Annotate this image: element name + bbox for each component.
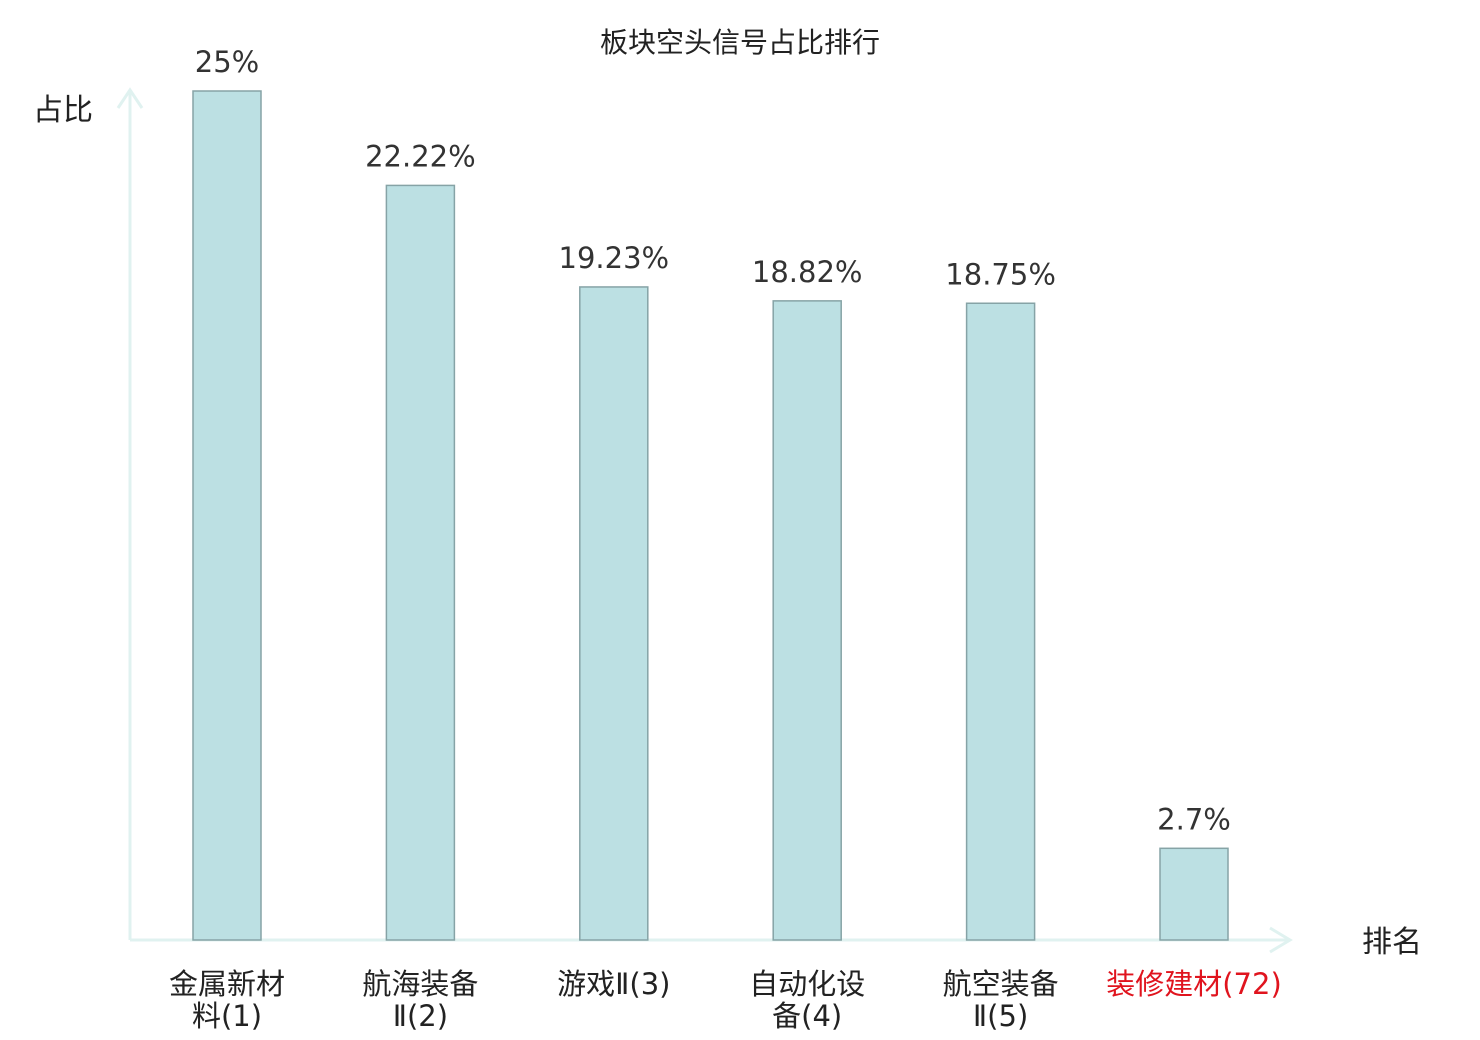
bar-value-label-3: 19.23% — [559, 241, 670, 275]
bar-6 — [1159, 847, 1229, 941]
x-axis — [130, 926, 1293, 954]
x-axis-arrow — [1269, 926, 1293, 954]
bar-5 — [965, 302, 1036, 941]
bar-value-label-2: 22.22% — [365, 139, 476, 173]
category-label-4-line-2: 备(4) — [772, 999, 842, 1033]
bar-1 — [192, 90, 262, 941]
bar-3 — [579, 286, 649, 941]
category-label-5-line-2: Ⅱ(5) — [973, 999, 1028, 1033]
y-axis-title: 占比 — [33, 93, 93, 128]
bar-4 — [772, 300, 842, 941]
value-labels-group: 25% 22.22% 19.23% 18.82% 18.75% 2.7% — [195, 45, 1231, 836]
category-label-4-line-1: 自动化设 — [749, 967, 865, 1001]
category-label-1-line-2: 料(1) — [192, 999, 262, 1033]
y-axis — [116, 87, 144, 940]
category-label-5-line-1: 航空装备 — [943, 967, 1059, 1001]
bar-value-label-4: 18.82% — [752, 255, 863, 289]
chart-title: 板块空头信号占比排行 — [600, 26, 880, 59]
category-label-6: 装修建材(72) — [1106, 967, 1282, 1001]
x-axis-title: 排名 — [1362, 925, 1422, 960]
bar-value-label-5: 18.75% — [945, 257, 1056, 291]
category-label-2-line-2: Ⅱ(2) — [393, 999, 448, 1033]
bar-value-label-6: 2.7% — [1157, 802, 1231, 836]
y-axis-arrow — [116, 87, 144, 109]
bar-value-label-1: 25% — [195, 45, 259, 79]
category-label-3: 游戏Ⅱ(3) — [557, 967, 670, 1001]
category-label-2-line-1: 航海装备 — [362, 967, 478, 1001]
bar-2 — [385, 184, 456, 941]
bars-group — [192, 90, 1229, 941]
category-label-1-line-1: 金属新材 — [169, 967, 285, 1001]
